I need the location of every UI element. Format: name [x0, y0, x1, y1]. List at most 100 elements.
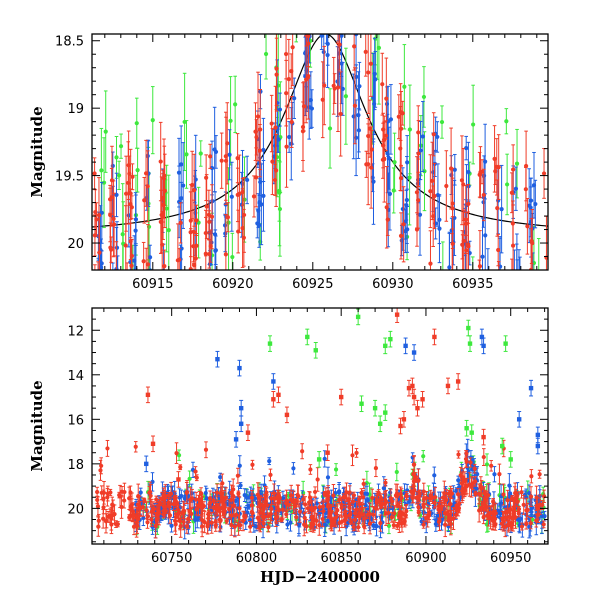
data-point	[203, 447, 209, 452]
data-point	[255, 221, 260, 226]
data-point	[398, 146, 403, 151]
data-point	[497, 280, 501, 284]
data-point	[464, 248, 469, 253]
data-point	[472, 466, 477, 471]
data-point	[92, 171, 97, 176]
data-point	[327, 126, 333, 131]
data-point	[483, 233, 488, 238]
data-point	[280, 495, 286, 501]
data-point	[277, 107, 283, 112]
data-point	[141, 515, 146, 521]
data-point	[388, 117, 394, 122]
data-point	[258, 127, 263, 132]
data-point	[268, 472, 273, 478]
data-point	[325, 52, 330, 58]
data-point	[263, 51, 269, 57]
data-point	[132, 298, 136, 302]
data-point	[166, 228, 171, 233]
data-point	[191, 229, 197, 234]
data-point	[517, 278, 521, 282]
data-point	[150, 479, 155, 484]
data-point	[463, 217, 468, 222]
data-point	[261, 193, 266, 198]
data-point	[101, 490, 107, 495]
data-point	[416, 504, 421, 510]
data-point	[421, 454, 426, 459]
data-point	[227, 152, 232, 157]
data-point	[416, 130, 421, 135]
data-point	[173, 522, 178, 527]
data-point	[277, 188, 282, 194]
data-point	[537, 287, 541, 291]
data-point	[116, 288, 120, 292]
data-point	[480, 254, 485, 259]
data-point	[335, 85, 341, 90]
data-point	[187, 476, 192, 481]
data-point	[460, 242, 465, 247]
data-point	[331, 83, 336, 88]
y-tick-label: 19	[67, 102, 84, 117]
data-point	[481, 192, 486, 198]
top-y-axis-label: Magnitude	[28, 106, 46, 197]
data-point	[515, 282, 519, 286]
data-point	[229, 194, 234, 199]
data-point	[417, 212, 423, 217]
data-point	[374, 523, 379, 529]
data-point	[515, 276, 519, 280]
data-point	[208, 154, 213, 159]
data-point	[518, 516, 523, 521]
data-point	[284, 91, 289, 96]
data-point	[92, 233, 98, 238]
data-point	[498, 284, 502, 288]
data-point	[479, 169, 485, 174]
data-point	[510, 221, 515, 226]
data-point	[362, 524, 367, 529]
data-point	[350, 499, 356, 504]
data-point	[114, 245, 120, 250]
data-point	[432, 473, 437, 478]
data-point	[272, 177, 278, 183]
data-point	[504, 119, 509, 124]
data-point	[456, 452, 461, 457]
data-point	[373, 77, 378, 82]
data-point	[388, 490, 393, 495]
data-point	[325, 519, 331, 524]
data-point	[407, 175, 412, 180]
data-point	[352, 103, 358, 108]
data-point	[499, 207, 504, 212]
data-point	[398, 109, 403, 115]
data-point	[531, 288, 535, 292]
data-point	[466, 201, 471, 206]
data-point	[505, 182, 510, 187]
data-point	[420, 134, 425, 139]
data-point	[427, 510, 432, 515]
data-point	[419, 519, 424, 524]
data-point	[118, 144, 124, 149]
data-point	[529, 506, 534, 511]
data-point	[96, 284, 100, 288]
data-point	[300, 449, 305, 454]
data-point	[324, 3, 328, 7]
data-point	[530, 517, 535, 522]
data-point	[108, 245, 113, 250]
data-point	[209, 520, 214, 525]
data-point	[492, 472, 497, 477]
data-point	[394, 469, 399, 475]
data-point	[515, 499, 520, 504]
data-point	[338, 13, 342, 17]
data-point	[135, 502, 141, 507]
data-point	[235, 473, 240, 478]
data-point	[290, 45, 295, 50]
top-panel: 60915 60920 60925 60930 60935 18.5 19 19.5 20 Ma…	[28, 3, 549, 302]
data-point	[380, 82, 385, 87]
x-tick-label: 60935	[452, 277, 493, 292]
data-point	[274, 66, 279, 71]
top-panel-ticks: 60915 60920 60925 60930 60935 18.5 19 19.5 20	[55, 34, 548, 292]
data-point	[198, 151, 203, 156]
data-point	[437, 226, 442, 231]
data-point	[304, 13, 308, 17]
data-point	[454, 488, 459, 493]
data-point	[414, 190, 420, 195]
data-point	[514, 161, 520, 166]
